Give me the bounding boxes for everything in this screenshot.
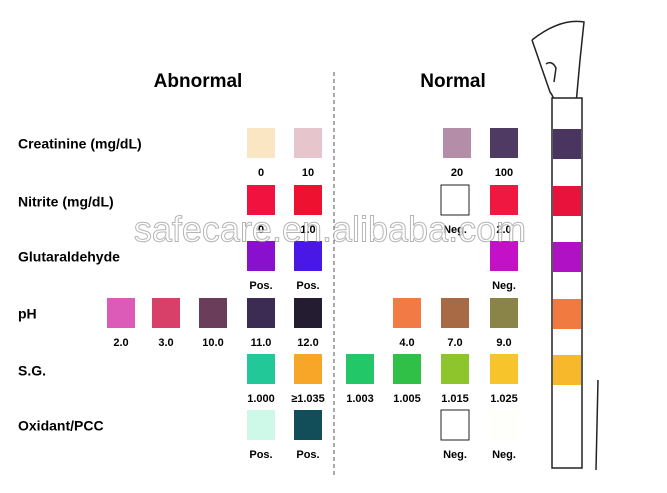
swatch [440, 184, 470, 216]
row-label: S.G. [18, 363, 46, 379]
swatch-label: Neg. [443, 224, 467, 236]
swatch [393, 298, 421, 328]
swatch [490, 128, 518, 158]
swatch [247, 128, 275, 158]
swatch-label: 2.0 [113, 337, 128, 349]
strip-pad [553, 186, 581, 216]
swatch [346, 354, 374, 384]
swatch-label: 2.0 [496, 224, 511, 236]
swatch-label: 20 [451, 167, 463, 179]
swatch-label: Pos. [296, 449, 319, 461]
swatch [443, 128, 471, 158]
swatch [490, 241, 518, 271]
strip-pad [553, 242, 581, 272]
strip-pad [553, 411, 581, 441]
swatch-label: 1.003 [346, 393, 374, 405]
swatch [152, 298, 180, 328]
swatch [440, 409, 470, 441]
swatch [247, 241, 275, 271]
swatch [490, 298, 518, 328]
swatch [294, 241, 322, 271]
swatch-label: ≥1.035 [291, 393, 325, 405]
swatch [441, 298, 469, 328]
swatch [441, 354, 469, 384]
swatch-label: 9.0 [496, 337, 511, 349]
swatch-label: 10 [302, 167, 314, 179]
swatch [247, 298, 275, 328]
abnormal-header: Abnormal [154, 71, 243, 92]
swatch-label: Pos. [296, 280, 319, 292]
strip-pad [553, 355, 581, 385]
swatch-label: Neg. [492, 280, 516, 292]
normal-header: Normal [420, 71, 485, 92]
swatch-label: Pos. [249, 280, 272, 292]
swatch-label: 12.0 [297, 337, 318, 349]
swatch-label: 1.0 [300, 224, 315, 236]
swatch [247, 185, 275, 215]
swatch-label: 10.0 [202, 337, 223, 349]
swatch [107, 298, 135, 328]
swatch [294, 354, 322, 384]
swatch-label: 0 [258, 167, 264, 179]
swatch [490, 185, 518, 215]
swatch-label: Neg. [443, 449, 467, 461]
row-label: Creatinine (mg/dL) [18, 136, 142, 152]
swatch [247, 354, 275, 384]
swatch [294, 410, 322, 440]
swatch-label: 7.0 [447, 337, 462, 349]
test-strip [551, 97, 583, 469]
row-label: Glutaraldehyde [18, 249, 120, 265]
swatch [247, 410, 275, 440]
swatch-label: 1.015 [441, 393, 469, 405]
swatch [294, 185, 322, 215]
swatch-label: 0 [258, 224, 264, 236]
row-label: pH [18, 306, 37, 322]
swatch-label: 100 [495, 167, 513, 179]
swatch [490, 410, 518, 440]
row-label: Oxidant/PCC [18, 418, 104, 434]
swatch-label: 1.000 [247, 393, 275, 405]
swatch-label: Pos. [249, 449, 272, 461]
swatch [490, 354, 518, 384]
swatch-label: 1.025 [490, 393, 518, 405]
swatch-label: 1.005 [393, 393, 421, 405]
row-label: Nitrite (mg/dL) [18, 194, 114, 210]
swatch [199, 298, 227, 328]
swatch-label: 3.0 [158, 337, 173, 349]
strip-pad [553, 129, 581, 159]
swatch-label: 4.0 [399, 337, 414, 349]
watermark: safecare.en.alibaba.com [134, 209, 526, 250]
swatch-label: 11.0 [251, 337, 272, 349]
strip-pad [553, 299, 581, 329]
swatch [294, 128, 322, 158]
swatch [294, 298, 322, 328]
swatch [393, 354, 421, 384]
swatch-label: Neg. [492, 449, 516, 461]
